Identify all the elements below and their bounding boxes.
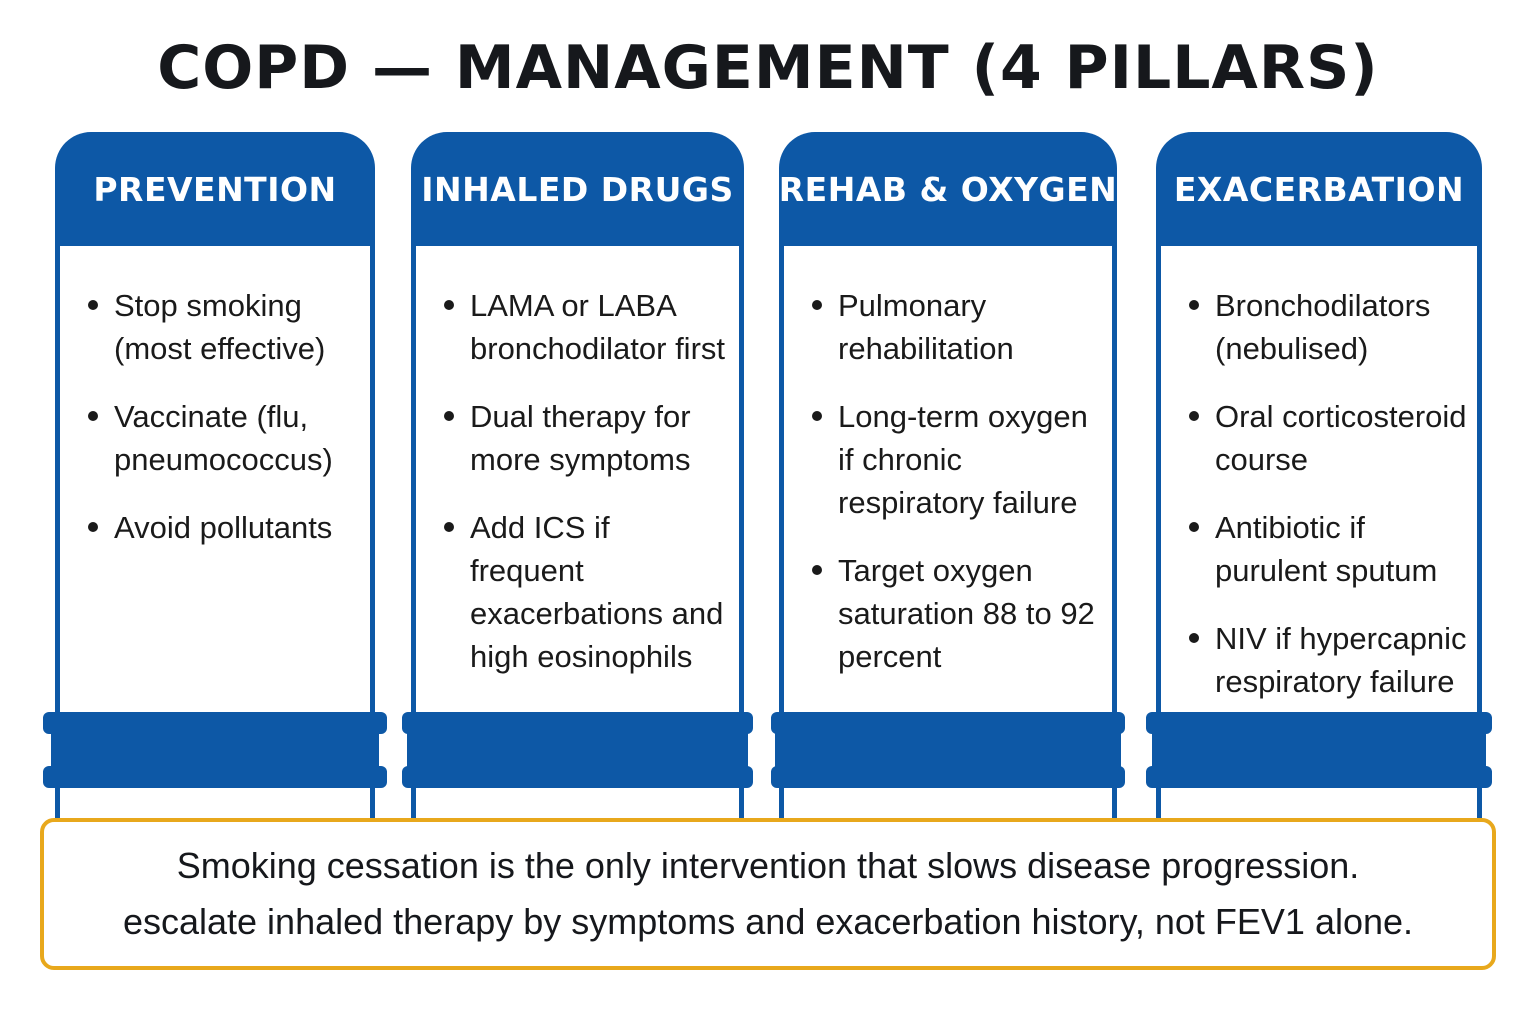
pillar-base bbox=[407, 730, 748, 770]
pillar-base bbox=[402, 766, 753, 788]
list-item: Pulmonary rehabilitation bbox=[808, 284, 1104, 370]
list-item: Avoid pollutants bbox=[84, 506, 362, 549]
key-message-box: Smoking cessation is the only interventi… bbox=[40, 818, 1496, 970]
list-item: Bronchodilators (nebulised) bbox=[1185, 284, 1469, 370]
bullet-icon bbox=[812, 300, 822, 310]
pillar-base bbox=[771, 766, 1125, 788]
pillar-inhaled-drugs: INHALED DRUGS LAMA or LABA bronchodilato… bbox=[402, 132, 753, 846]
bullet-icon bbox=[1189, 633, 1199, 643]
bullet-icon bbox=[1189, 522, 1199, 532]
pillar-base bbox=[1152, 730, 1486, 770]
pillar-exacerbation: EXACERBATION Bronchodilators (nebulised)… bbox=[1146, 132, 1492, 846]
list-item: Oral corticosteroid course bbox=[1185, 395, 1469, 481]
bullet-icon bbox=[88, 411, 98, 421]
pillar-list: Pulmonary rehabilitation Long-term oxyge… bbox=[808, 284, 1104, 703]
pillar-header: INHALED DRUGS bbox=[411, 132, 744, 246]
pillar-base bbox=[1146, 712, 1492, 734]
pillar-base bbox=[1146, 766, 1492, 788]
list-item: Vaccinate (flu, pneumococcus) bbox=[84, 395, 362, 481]
list-item: Stop smoking (most effective) bbox=[84, 284, 362, 370]
list-item: Dual therapy for more symptoms bbox=[440, 395, 731, 481]
bullet-icon bbox=[1189, 300, 1199, 310]
pillar-heading: REHAB & OXYGEN bbox=[778, 169, 1118, 209]
pillar-base bbox=[43, 712, 387, 734]
pillar-heading: EXACERBATION bbox=[1173, 169, 1465, 209]
pillar-header: EXACERBATION bbox=[1156, 132, 1482, 246]
pillar-list: Bronchodilators (nebulised) Oral cortico… bbox=[1185, 284, 1469, 728]
bullet-icon bbox=[1189, 411, 1199, 421]
list-item: NIV if hypercapnic respiratory failure bbox=[1185, 617, 1469, 703]
bullet-icon bbox=[88, 300, 98, 310]
page-title: COPD — MANAGEMENT (4 PILLARS) bbox=[157, 33, 1379, 103]
pillar-base bbox=[402, 712, 753, 734]
bullet-icon bbox=[812, 411, 822, 421]
pillar-header: REHAB & OXYGEN bbox=[779, 132, 1117, 246]
pillar-prevention: PREVENTION Stop smoking (most effective)… bbox=[43, 132, 387, 846]
bullet-icon bbox=[444, 411, 454, 421]
pillar-base bbox=[771, 712, 1125, 734]
pillar-base bbox=[775, 730, 1121, 770]
pillar-list: LAMA or LABA bronchodilator first Dual t… bbox=[440, 284, 731, 703]
list-item: Target oxygen saturation 88 to 92 percen… bbox=[808, 549, 1104, 678]
pillar-rehab-oxygen: REHAB & OXYGEN Pulmonary rehabilitation … bbox=[771, 132, 1125, 846]
bullet-icon bbox=[444, 522, 454, 532]
pillar-heading: INHALED DRUGS bbox=[421, 169, 734, 209]
pillar-heading: PREVENTION bbox=[93, 169, 337, 209]
list-item: LAMA or LABA bronchodilator first bbox=[440, 284, 731, 370]
pillar-base bbox=[43, 766, 387, 788]
list-item: Antibiotic if purulent sputum bbox=[1185, 506, 1469, 592]
pillar-list: Stop smoking (most effective) Vaccinate … bbox=[84, 284, 362, 574]
list-item: Long-term oxygen if chronic respiratory … bbox=[808, 395, 1104, 524]
bullet-icon bbox=[88, 522, 98, 532]
bullet-icon bbox=[812, 565, 822, 575]
key-message-line-1: Smoking cessation is the only interventi… bbox=[176, 845, 1360, 886]
key-message-line-2: escalate inhaled therapy by symptoms and… bbox=[122, 901, 1414, 942]
pillar-header: PREVENTION bbox=[55, 132, 375, 246]
bullet-icon bbox=[444, 300, 454, 310]
pillar-base bbox=[51, 730, 379, 770]
list-item: Add ICS if frequent exacerbations and hi… bbox=[440, 506, 731, 678]
